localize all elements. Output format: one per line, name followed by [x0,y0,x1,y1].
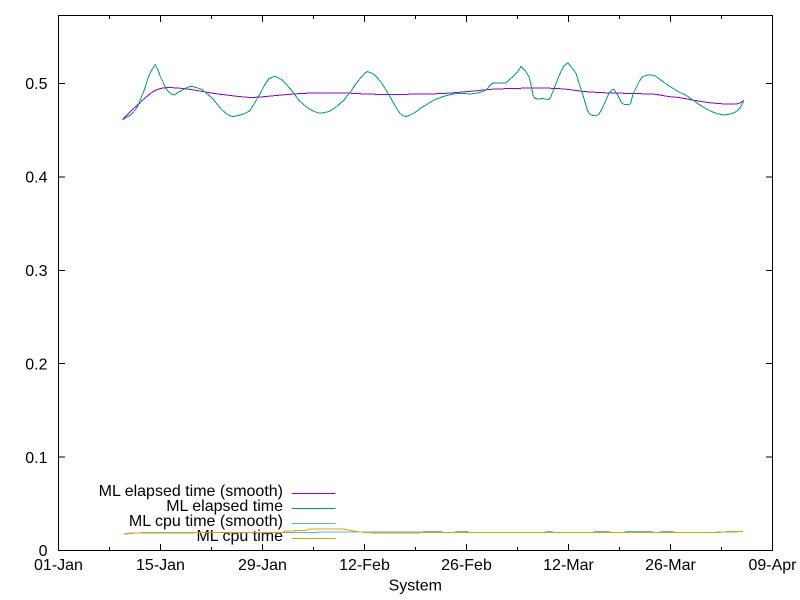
svg-text:0.4: 0.4 [25,170,47,187]
svg-text:12-Feb: 12-Feb [339,557,390,574]
svg-text:0: 0 [39,543,48,560]
svg-text:ML cpu time: ML cpu time [196,528,283,545]
svg-text:0.2: 0.2 [25,356,47,373]
svg-text:0.5: 0.5 [25,76,47,93]
svg-text:ML cpu time (smooth): ML cpu time (smooth) [129,513,283,530]
svg-text:01-Jan: 01-Jan [34,557,83,574]
svg-text:26-Mar: 26-Mar [645,557,696,574]
svg-text:15-Jan: 15-Jan [136,557,185,574]
svg-text:09-Apr: 09-Apr [748,557,797,574]
svg-text:26-Feb: 26-Feb [441,557,492,574]
svg-text:ML elapsed time (smooth): ML elapsed time (smooth) [99,483,283,500]
svg-text:29-Jan: 29-Jan [238,557,287,574]
svg-text:System: System [389,577,442,594]
svg-text:0.3: 0.3 [25,263,47,280]
svg-text:0.1: 0.1 [25,450,47,467]
svg-text:ML elapsed time: ML elapsed time [166,498,283,515]
svg-text:12-Mar: 12-Mar [543,557,594,574]
